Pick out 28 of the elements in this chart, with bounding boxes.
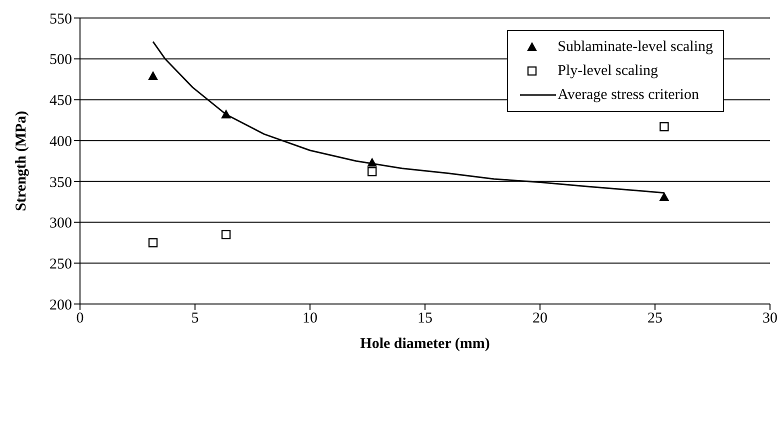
legend-label: Ply-level scaling (558, 62, 658, 80)
legend-label: Average stress criterion (558, 86, 699, 104)
point (367, 158, 378, 167)
x-tick-label: 25 (648, 310, 662, 327)
x-tick-label: 10 (302, 310, 318, 327)
point (221, 109, 232, 118)
y-tick-label: 400 (50, 134, 72, 150)
x-tick-label: 15 (418, 310, 432, 327)
x-axis-title: Hole diameter (mm) (360, 336, 490, 352)
x-tick-label: 0 (76, 310, 84, 327)
x-tick-label: 20 (532, 310, 548, 327)
y-axis-title: Strength (MPa) (13, 110, 30, 212)
y-tick-label: 300 (50, 216, 72, 232)
y-tick-label: 500 (50, 52, 72, 68)
x-tick-label: 30 (762, 310, 778, 327)
y-tick-label: 550 (50, 11, 72, 28)
y-tick-label: 350 (50, 174, 72, 191)
y-tick-label: 450 (50, 93, 72, 110)
legend-label: Sublaminate-level scaling (558, 38, 713, 56)
point (148, 71, 158, 80)
x-tick-label: 5 (191, 310, 199, 327)
y-tick-label: 250 (50, 256, 72, 272)
point (368, 167, 377, 176)
point (148, 238, 158, 248)
point (660, 122, 669, 132)
point (659, 192, 670, 201)
y-tick-label: 200 (50, 297, 72, 314)
point (221, 230, 231, 240)
